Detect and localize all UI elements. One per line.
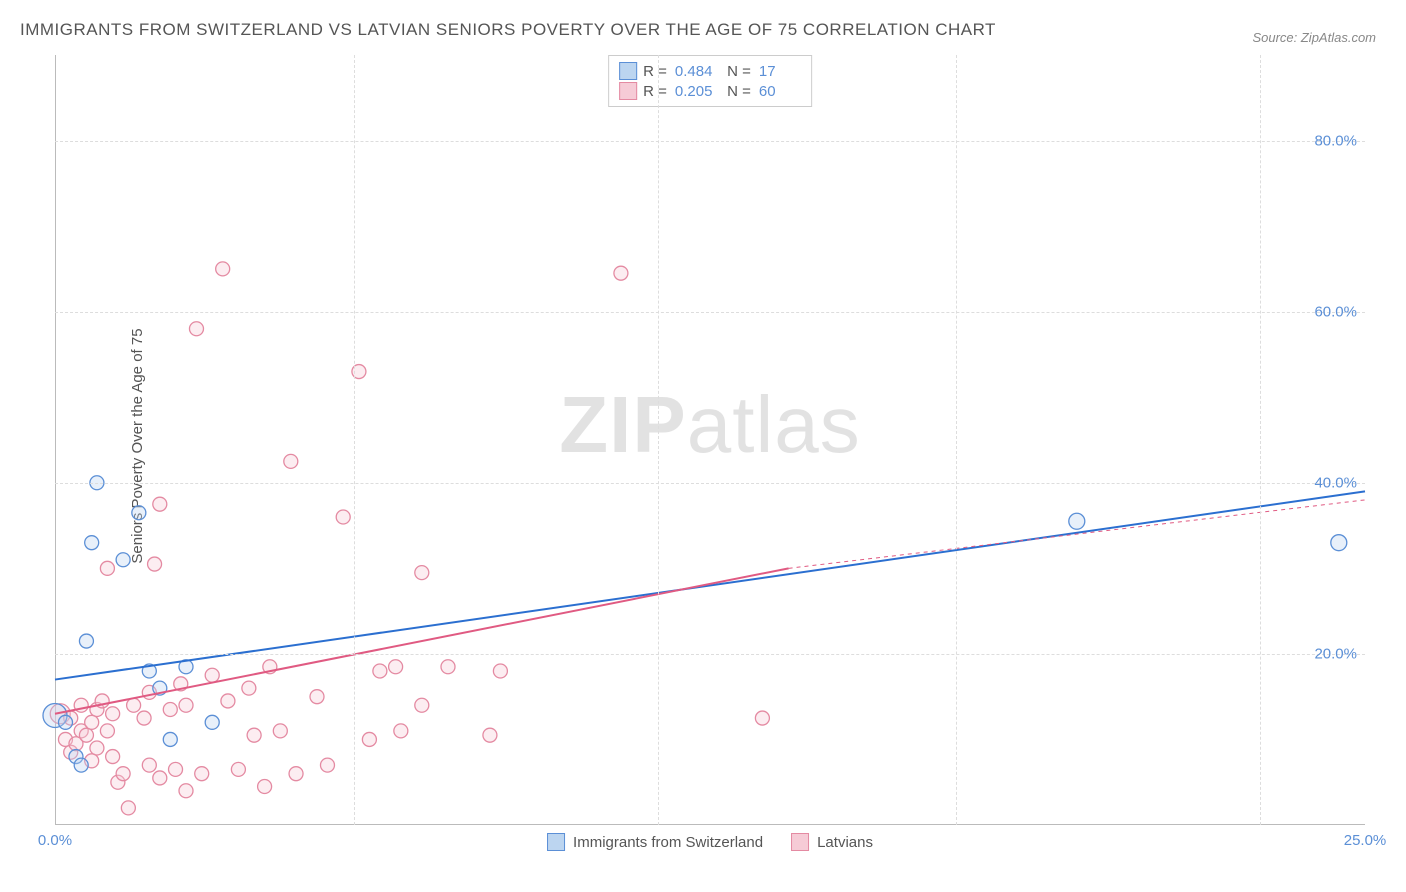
y-tick-label: 20.0%: [1314, 645, 1357, 662]
data-point: [90, 741, 104, 755]
data-point: [179, 784, 193, 798]
data-point: [132, 506, 146, 520]
data-point: [79, 728, 93, 742]
legend-item-pink: Latvians: [791, 833, 873, 851]
data-point: [289, 767, 303, 781]
data-point: [85, 536, 99, 550]
data-point: [362, 732, 376, 746]
data-point: [755, 711, 769, 725]
gridline-v: [354, 55, 355, 825]
gridline-h: [55, 312, 1365, 313]
data-point: [205, 668, 219, 682]
data-point: [310, 690, 324, 704]
data-point: [1331, 535, 1347, 551]
data-point: [441, 660, 455, 674]
data-point: [121, 801, 135, 815]
data-point: [169, 762, 183, 776]
data-point: [231, 762, 245, 776]
data-point: [493, 664, 507, 678]
trend-line: [55, 568, 789, 713]
chart-title: IMMIGRANTS FROM SWITZERLAND VS LATVIAN S…: [20, 20, 996, 40]
data-point: [394, 724, 408, 738]
legend-label-pink: Latvians: [817, 834, 873, 851]
data-point: [614, 266, 628, 280]
x-tick-label: 0.0%: [38, 832, 72, 849]
data-point: [58, 715, 72, 729]
data-point: [106, 707, 120, 721]
plot-area: ZIPatlas R = 0.484 N = 17 R = 0.205 N = …: [55, 55, 1365, 825]
data-point: [336, 510, 350, 524]
data-point: [373, 664, 387, 678]
data-point: [216, 262, 230, 276]
data-point: [116, 767, 130, 781]
data-point: [389, 660, 403, 674]
data-point: [79, 634, 93, 648]
trend-line: [55, 491, 1365, 679]
gridline-h: [55, 654, 1365, 655]
data-point: [247, 728, 261, 742]
data-point: [179, 698, 193, 712]
data-point: [100, 724, 114, 738]
gridline-v: [658, 55, 659, 825]
data-point: [273, 724, 287, 738]
swatch-blue-icon: [547, 833, 565, 851]
gridline-h: [55, 483, 1365, 484]
data-point: [127, 698, 141, 712]
data-point: [163, 703, 177, 717]
data-point: [205, 715, 219, 729]
trend-line-extrapolated: [789, 500, 1365, 568]
data-point: [415, 698, 429, 712]
y-tick-label: 40.0%: [1314, 474, 1357, 491]
data-point: [195, 767, 209, 781]
data-point: [221, 694, 235, 708]
data-point: [153, 771, 167, 785]
gridline-h: [55, 141, 1365, 142]
data-point: [137, 711, 151, 725]
data-point: [1069, 513, 1085, 529]
data-point: [320, 758, 334, 772]
y-tick-label: 80.0%: [1314, 132, 1357, 149]
gridline-v: [956, 55, 957, 825]
swatch-pink-icon: [791, 833, 809, 851]
x-tick-label: 25.0%: [1344, 832, 1387, 849]
data-point: [415, 566, 429, 580]
gridline-v: [1260, 55, 1261, 825]
data-point: [116, 553, 130, 567]
source-label: Source: ZipAtlas.com: [1252, 30, 1376, 45]
data-point: [85, 715, 99, 729]
data-point: [148, 557, 162, 571]
scatter-svg: [55, 55, 1365, 825]
data-point: [242, 681, 256, 695]
data-point: [258, 780, 272, 794]
legend-label-blue: Immigrants from Switzerland: [573, 834, 763, 851]
data-point: [153, 497, 167, 511]
data-point: [163, 732, 177, 746]
legend-item-blue: Immigrants from Switzerland: [547, 833, 763, 851]
series-legend: Immigrants from Switzerland Latvians: [547, 833, 873, 851]
y-tick-label: 60.0%: [1314, 303, 1357, 320]
data-point: [189, 322, 203, 336]
data-point: [100, 561, 114, 575]
data-point: [483, 728, 497, 742]
data-point: [74, 758, 88, 772]
data-point: [142, 758, 156, 772]
data-point: [284, 454, 298, 468]
data-point: [106, 750, 120, 764]
